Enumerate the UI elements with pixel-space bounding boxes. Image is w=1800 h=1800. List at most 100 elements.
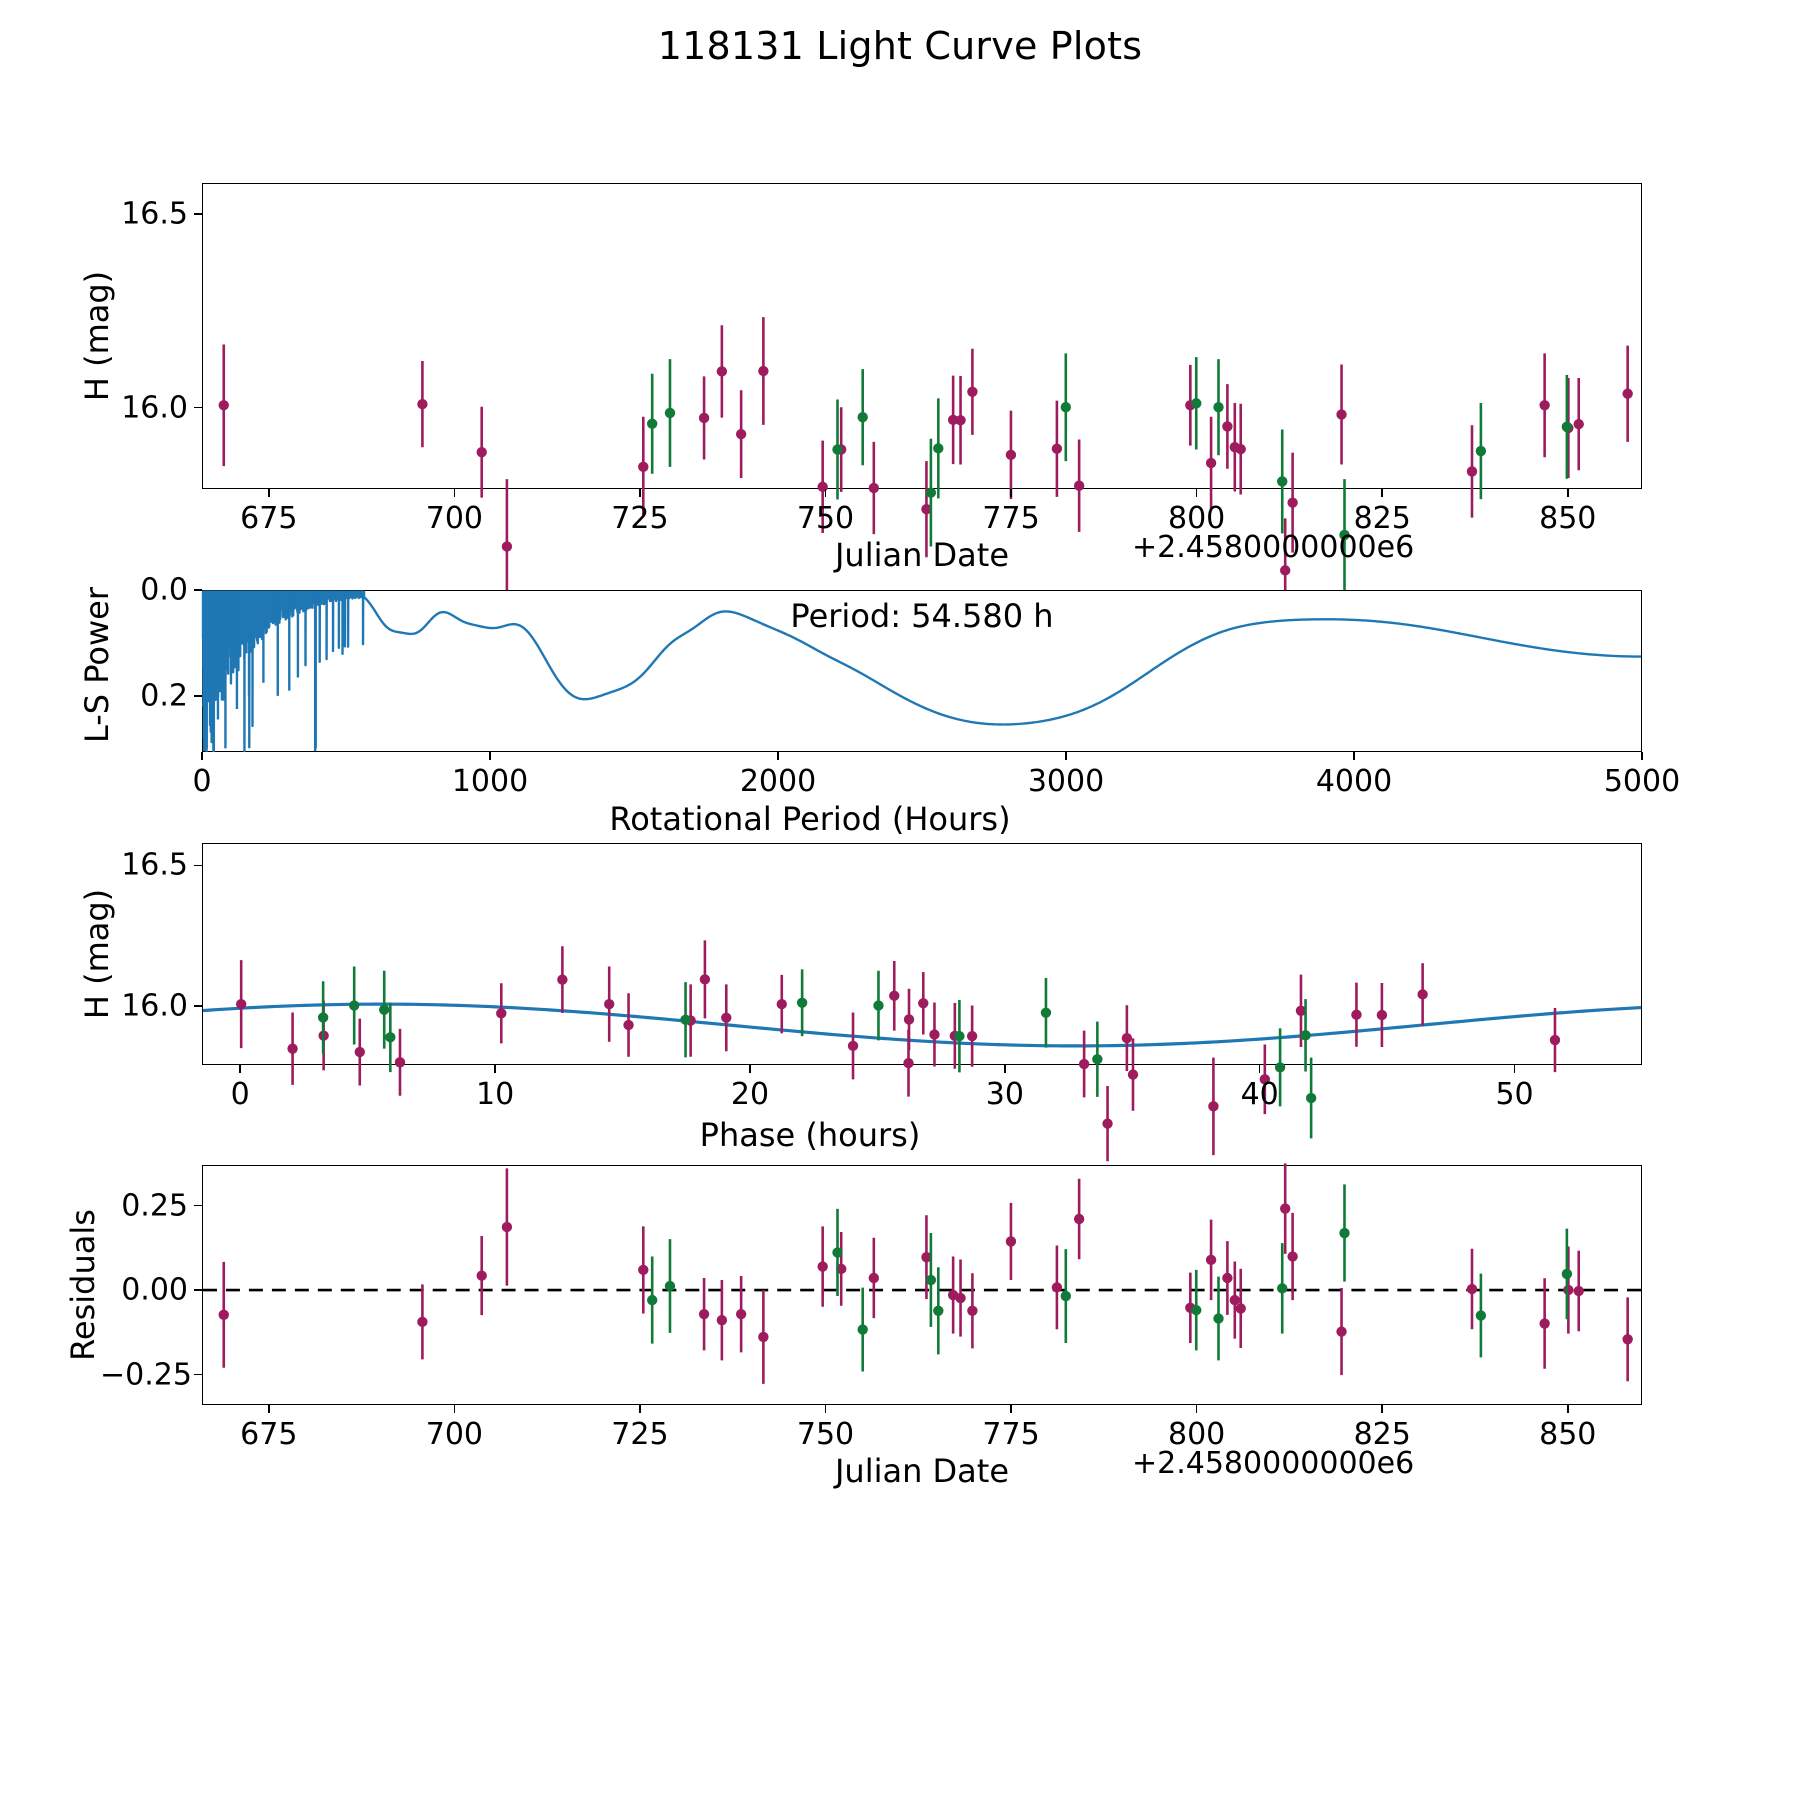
x-tick-mark bbox=[1004, 1065, 1006, 1073]
residuals-canvas bbox=[203, 1163, 1641, 1384]
data-point-filter-b bbox=[1300, 999, 1311, 1072]
data-point-filter-a bbox=[1417, 963, 1428, 1026]
data-point-filter-a bbox=[1102, 1085, 1113, 1162]
data-point-filter-a bbox=[1376, 982, 1388, 1048]
y-tick-mark bbox=[194, 406, 202, 409]
data-point-filter-b bbox=[857, 1287, 868, 1372]
data-point-filter-b bbox=[664, 1239, 676, 1333]
y-tick-label: −0.25 bbox=[100, 1357, 192, 1393]
x-tick-mark bbox=[824, 489, 827, 497]
data-point-filter-b bbox=[1305, 1057, 1317, 1139]
y-tick-mark bbox=[194, 213, 202, 215]
x-tick-mark bbox=[777, 752, 779, 760]
data-point-filter-a bbox=[921, 1215, 932, 1300]
data-point-filter-b bbox=[1339, 1184, 1350, 1282]
y-tick-label: 16.0 bbox=[121, 390, 188, 426]
data-point-filter-a bbox=[1235, 1268, 1246, 1349]
axis-label-x-phasefold: Phase (hours) bbox=[699, 1116, 921, 1154]
x-tick-label: 775 bbox=[982, 501, 1040, 536]
x-tick-mark bbox=[201, 752, 203, 760]
axis-label-x-residuals: Julian Date bbox=[834, 1452, 1010, 1490]
y-tick-mark bbox=[194, 589, 202, 591]
x-tick-mark bbox=[824, 1405, 827, 1413]
x-tick-label: 700 bbox=[425, 1417, 483, 1452]
x-tick-label: 700 bbox=[425, 501, 483, 536]
axis-label-y-lightcurve: H (mag) bbox=[78, 270, 116, 402]
data-point-filter-a bbox=[955, 1259, 966, 1337]
y-tick-label: 16.5 bbox=[121, 847, 188, 883]
data-point-filter-a bbox=[638, 416, 649, 517]
period-annotation: Period: 54.580 h bbox=[790, 597, 1054, 635]
data-point-filter-a bbox=[868, 1237, 880, 1319]
x-tick-label: 1000 bbox=[451, 764, 529, 799]
data-point-filter-b bbox=[873, 970, 884, 1041]
data-point-filter-b bbox=[1277, 1243, 1288, 1334]
data-point-filter-a bbox=[1563, 1246, 1574, 1334]
x-tick-mark bbox=[453, 1405, 456, 1413]
x-tick-mark bbox=[1641, 752, 1643, 760]
data-point-filter-a bbox=[1466, 425, 1478, 518]
data-point-filter-a bbox=[1351, 982, 1362, 1047]
data-point-filter-a bbox=[623, 993, 634, 1057]
data-point-filter-b bbox=[1475, 1273, 1487, 1358]
data-point-filter-a bbox=[716, 325, 728, 418]
data-point-filter-a bbox=[1051, 400, 1063, 497]
data-point-filter-a bbox=[1622, 345, 1633, 442]
x-tick-label: 0 bbox=[192, 764, 212, 799]
data-point-filter-a bbox=[721, 984, 732, 1052]
data-point-filter-a bbox=[394, 1028, 406, 1096]
data-point-filter-b bbox=[1191, 357, 1202, 450]
x-tick-label: 40 bbox=[1240, 1077, 1279, 1112]
data-point-filter-a bbox=[758, 317, 769, 425]
data-point-filter-b bbox=[646, 373, 658, 474]
data-point-filter-b bbox=[348, 966, 360, 1045]
data-point-filter-a bbox=[1259, 1044, 1271, 1115]
y-tick-label: 0.00 bbox=[121, 1272, 188, 1308]
data-point-filter-a bbox=[557, 946, 568, 1014]
data-point-filter-a bbox=[1539, 1278, 1550, 1369]
data-point-filter-a bbox=[1549, 1008, 1561, 1073]
x-tick-label: 725 bbox=[611, 1417, 669, 1452]
data-point-filter-b bbox=[1092, 1021, 1103, 1097]
data-point-filter-b bbox=[1213, 359, 1224, 456]
axes-lightcurve bbox=[202, 183, 1642, 623]
y-tick-label: 0.2 bbox=[140, 678, 188, 714]
data-point-filter-b bbox=[379, 970, 390, 1049]
data-point-filter-a bbox=[955, 376, 966, 465]
x-tick-mark bbox=[1566, 1405, 1569, 1413]
y-tick-mark bbox=[194, 695, 202, 698]
data-point-filter-a bbox=[1205, 1219, 1217, 1301]
data-point-filter-a bbox=[1078, 1030, 1090, 1098]
x-tick-label: 825 bbox=[1353, 1417, 1411, 1452]
y-tick-mark bbox=[194, 1005, 202, 1007]
data-point-filter-a bbox=[889, 960, 900, 1031]
data-point-filter-b bbox=[1060, 353, 1071, 462]
axis-offset-text-residuals: +2.4580000000e6 bbox=[1132, 1446, 1415, 1481]
y-tick-label: 0.25 bbox=[121, 1188, 188, 1224]
y-tick-label: 0.0 bbox=[140, 572, 188, 608]
data-point-filter-a bbox=[967, 348, 978, 435]
data-point-filter-a bbox=[776, 974, 787, 1034]
data-point-filter-a bbox=[417, 1284, 428, 1360]
data-point-filter-a bbox=[929, 1002, 940, 1067]
data-point-filter-a bbox=[501, 1168, 513, 1286]
ls-power-curve bbox=[201, 590, 1642, 753]
x-tick-mark bbox=[453, 489, 456, 497]
y-tick-label: 16.0 bbox=[121, 988, 188, 1024]
data-point-filter-b bbox=[796, 969, 808, 1037]
data-point-filter-b bbox=[925, 1233, 937, 1327]
data-point-filter-a bbox=[947, 375, 959, 465]
data-point-filter-b bbox=[1060, 1249, 1071, 1343]
x-tick-mark bbox=[1010, 489, 1012, 497]
x-tick-mark bbox=[239, 1065, 242, 1073]
x-tick-mark bbox=[639, 1405, 641, 1413]
data-point-filter-a bbox=[868, 441, 880, 535]
x-tick-label: 850 bbox=[1539, 1417, 1597, 1452]
x-tick-mark bbox=[494, 1065, 496, 1073]
data-point-filter-b bbox=[664, 359, 676, 467]
data-point-filter-a bbox=[1005, 1202, 1017, 1280]
x-tick-label: 725 bbox=[611, 501, 669, 536]
data-point-filter-b bbox=[1277, 429, 1288, 534]
data-point-filter-b bbox=[925, 438, 937, 547]
